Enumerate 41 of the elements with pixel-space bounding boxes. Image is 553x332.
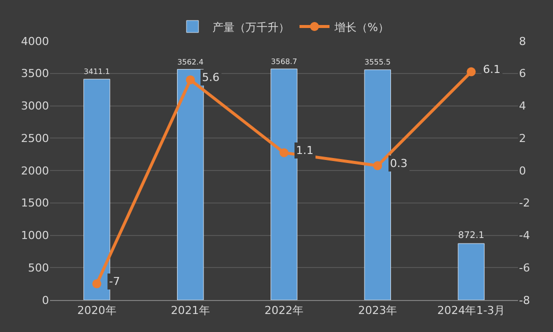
bar xyxy=(458,243,485,300)
x-tick-label: 2021年 xyxy=(170,304,210,318)
y2-tick-label: 6 xyxy=(519,67,526,80)
y-tick-label: 2500 xyxy=(21,132,49,145)
x-tick-label: 2020年 xyxy=(77,304,116,318)
y2-tick-label: -2 xyxy=(519,196,530,210)
x-tick-label: 2022年 xyxy=(264,304,304,318)
legend-label: 增长（%） xyxy=(334,20,389,34)
data-label: 1.1 xyxy=(296,144,314,157)
legend-label: 产量（万千升） xyxy=(212,20,290,34)
data-label: 0.3 xyxy=(390,157,408,170)
y-tick-label: 0 xyxy=(42,294,49,307)
y2-tick-label: -6 xyxy=(519,261,530,274)
point xyxy=(373,161,382,170)
bar xyxy=(177,69,204,300)
x-tick-label: 2024年1-3月 xyxy=(437,304,506,318)
y-tick-label: 2000 xyxy=(21,164,49,178)
point xyxy=(92,279,102,288)
y-tick-label: 3500 xyxy=(21,67,49,80)
y2-tick-label: 8 xyxy=(519,34,526,48)
y2-tick-label: 0 xyxy=(519,164,526,178)
point xyxy=(466,67,476,76)
bar xyxy=(83,78,110,300)
bar xyxy=(364,70,391,300)
data-label: -7 xyxy=(109,275,120,288)
y2-tick-label: 4 xyxy=(519,100,526,113)
y-tick-label: 500 xyxy=(28,261,49,274)
point xyxy=(186,75,195,84)
y-tick-label: 3000 xyxy=(21,100,49,113)
data-label: 5.6 xyxy=(202,71,220,84)
data-label: 872.1 xyxy=(458,231,484,242)
y-tick-label: 1500 xyxy=(21,196,49,210)
data-label: 6.1 xyxy=(483,63,500,76)
point xyxy=(280,148,288,158)
y2-tick-label: 2 xyxy=(519,132,526,145)
x-tick-label: 2023年 xyxy=(358,304,398,318)
bar xyxy=(270,68,298,300)
y2-tick-label: -8 xyxy=(519,294,530,307)
y2-tick-label: -4 xyxy=(519,229,530,242)
y-tick-label: 1000 xyxy=(21,229,49,242)
y-tick-label: 4000 xyxy=(21,34,49,48)
